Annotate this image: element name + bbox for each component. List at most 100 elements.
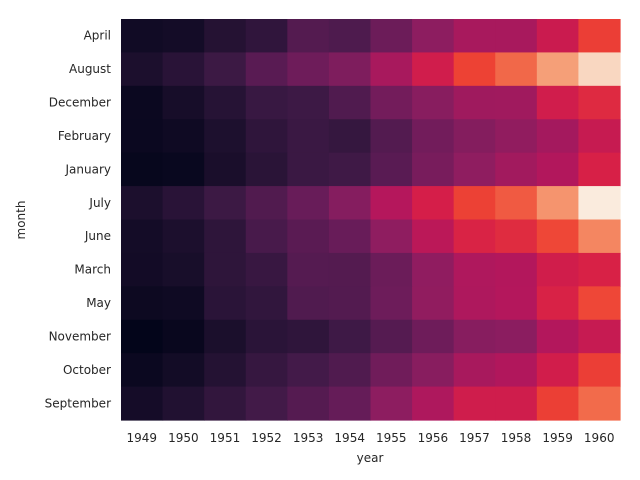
- heatmap-cell: [162, 219, 205, 254]
- x-tick-label: 1960: [584, 431, 615, 445]
- heatmap-cell: [245, 186, 288, 221]
- heatmap-cell: [495, 286, 538, 321]
- heatmap-cell: [453, 19, 496, 54]
- heatmap-cell: [453, 386, 496, 421]
- heatmap-cell: [287, 152, 330, 187]
- heatmap-cell: [578, 353, 621, 388]
- heatmap-cell: [287, 52, 330, 87]
- heatmap-cell: [536, 85, 580, 120]
- y-tick-label: January: [65, 162, 112, 176]
- heatmap-cell: [204, 386, 247, 421]
- heatmap-cell: [453, 85, 496, 120]
- heatmap-cell: [536, 19, 580, 54]
- heatmap-cell: [578, 219, 621, 254]
- heatmap-cell: [328, 252, 372, 287]
- heatmap-cell: [162, 119, 205, 154]
- y-tick-label: July: [88, 196, 111, 210]
- heatmap-cell: [370, 286, 413, 321]
- heatmap-cell: [245, 52, 288, 87]
- heatmap-cell: [412, 85, 455, 120]
- heatmap-cell: [578, 52, 621, 87]
- heatmap-cell: [287, 286, 330, 321]
- heatmap-cell: [578, 286, 621, 321]
- heatmap-cell: [495, 252, 538, 287]
- heatmap-cell: [328, 186, 372, 221]
- y-tick-label: September: [45, 396, 111, 410]
- heatmap-cell: [162, 386, 205, 421]
- heatmap-cell: [495, 152, 538, 187]
- heatmap-cell: [162, 52, 205, 87]
- y-tick-labels: April August December February January July Ju…: [45, 29, 112, 411]
- heatmap-cell: [578, 252, 621, 287]
- x-tick-label: 1952: [251, 431, 282, 445]
- heatmap-cell: [453, 286, 496, 321]
- heatmap-cell: [370, 186, 413, 221]
- heatmap-cell: [412, 353, 455, 388]
- heatmap-cell: [370, 52, 413, 87]
- heatmap-cell: [121, 219, 164, 254]
- heatmap-cell: [245, 353, 288, 388]
- heatmap-cell: [412, 252, 455, 287]
- x-tick-labels: 1949 1950 1951 1952 1953 1954 1955 1956 1957 1958…: [127, 431, 615, 445]
- heatmap-cell: [328, 52, 372, 87]
- heatmap-cell: [162, 252, 205, 287]
- heatmap-cell: [578, 319, 621, 354]
- heatmap-cell: [370, 252, 413, 287]
- heatmap-cell: [121, 152, 164, 187]
- heatmap-cell: [578, 119, 621, 154]
- heatmap-cell: [495, 85, 538, 120]
- heatmap-cell: [495, 219, 538, 254]
- heatmap-cell: [204, 252, 247, 287]
- heatmap-cell: [370, 353, 413, 388]
- y-tick-label: March: [74, 263, 111, 277]
- heatmap-cell: [121, 353, 164, 388]
- y-axis-title: month: [14, 201, 28, 240]
- heatmap-cell: [370, 19, 413, 54]
- heatmap-cell: [412, 119, 455, 154]
- x-tick-label: 1953: [293, 431, 324, 445]
- heatmap-cell: [245, 386, 288, 421]
- heatmap-cell: [204, 353, 247, 388]
- heatmap-cell: [495, 19, 538, 54]
- y-tick-label: June: [84, 229, 111, 243]
- heatmap-cell: [162, 353, 205, 388]
- heatmap-cell: [536, 286, 580, 321]
- heatmap-cell: [328, 286, 372, 321]
- heatmap-cell: [162, 286, 205, 321]
- heatmap-cell: [495, 353, 538, 388]
- heatmap-cell: [328, 353, 372, 388]
- x-tick-label: 1956: [418, 431, 449, 445]
- heatmap-cell: [204, 119, 247, 154]
- heatmap-cell: [245, 85, 288, 120]
- heatmap-cell: [328, 386, 372, 421]
- heatmap-cell: [162, 19, 205, 54]
- heatmap-cell: [412, 286, 455, 321]
- heatmap-cell: [328, 85, 372, 120]
- heatmap-cell: [453, 186, 496, 221]
- x-axis-title: year: [357, 451, 384, 465]
- heatmap-cell: [328, 152, 372, 187]
- x-tick-label: 1951: [210, 431, 241, 445]
- heatmap-cell: [412, 186, 455, 221]
- y-tick-label: February: [58, 129, 111, 143]
- x-tick-label: 1950: [168, 431, 199, 445]
- heatmap-cell: [536, 219, 580, 254]
- heatmap-cell: [245, 19, 288, 54]
- heatmap-cell: [370, 319, 413, 354]
- heatmap-cell: [162, 186, 205, 221]
- y-tick-label: April: [84, 29, 111, 43]
- heatmap-cell: [162, 85, 205, 120]
- heatmap-cell: [536, 319, 580, 354]
- heatmap-cell: [328, 19, 372, 54]
- heatmap-cell: [204, 19, 247, 54]
- heatmap-cell: [121, 386, 164, 421]
- heatmap-cell: [245, 152, 288, 187]
- heatmap-cell: [536, 152, 580, 187]
- heatmap-cell: [412, 319, 455, 354]
- heatmap-cell: [453, 252, 496, 287]
- heatmap-cell: [287, 85, 330, 120]
- heatmap-cell: [536, 353, 580, 388]
- heatmap-cell: [536, 119, 580, 154]
- heatmap-cell: [121, 319, 164, 354]
- heatmap-cell: [287, 252, 330, 287]
